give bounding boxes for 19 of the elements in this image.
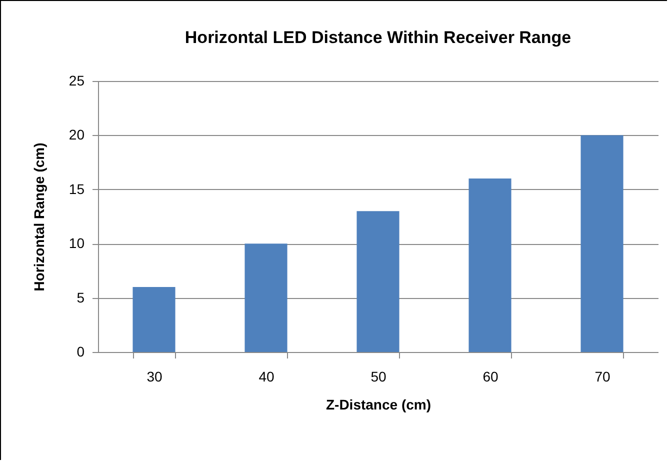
y-axis-title: Horizontal Range (cm) [30, 142, 47, 292]
bar [244, 244, 288, 352]
x-tick-label: 30 [146, 368, 162, 384]
chart-title: Horizontal LED Distance Within Receiver Range [184, 28, 572, 47]
x-tick-label: 70 [594, 368, 610, 384]
bar [132, 286, 176, 352]
y-tick-label: 25 [68, 72, 85, 88]
bar [468, 178, 512, 352]
y-tick-label: 20 [68, 126, 85, 143]
x-tick-label: 60 [482, 368, 498, 384]
y-tick-label: 0 [76, 344, 85, 360]
y-tick-label: 5 [76, 289, 85, 306]
bar [356, 211, 400, 352]
x-tick-label: 40 [258, 368, 274, 384]
y-tick-label: 10 [68, 235, 85, 252]
x-axis-title: Z-Distance (cm) [326, 396, 432, 412]
x-tick-label: 50 [370, 368, 386, 384]
y-tick-label: 15 [68, 180, 85, 197]
bar [580, 135, 624, 352]
